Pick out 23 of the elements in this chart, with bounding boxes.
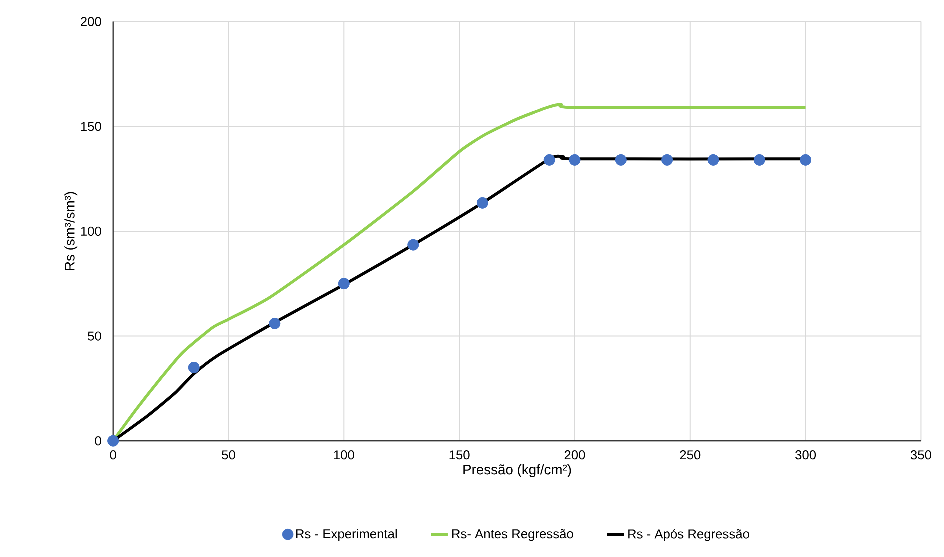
- x-tick-label: 300: [796, 450, 816, 460]
- x-tick-label: 50: [222, 450, 236, 460]
- x-tick-label: 350: [910, 450, 932, 460]
- x-tick-label: 250: [680, 450, 701, 460]
- y-tick-label: 100: [81, 226, 102, 236]
- y-tick-label: 0: [95, 436, 102, 446]
- x-tick-label: 200: [564, 450, 586, 460]
- legend-label: Rs- Antes Regressão: [452, 529, 574, 542]
- legend-label: Rs - Experimental: [296, 529, 397, 542]
- point: [188, 362, 200, 374]
- x-tick-label: 0: [110, 450, 116, 460]
- x-axis-title: Pressão (kgf/cm²): [464, 464, 572, 478]
- x-tick-label: 150: [450, 450, 470, 460]
- y-axis-title: Rs (sm³/sm³): [64, 192, 78, 270]
- point: [754, 154, 766, 166]
- point: [615, 154, 627, 166]
- x-tick-label: 100: [334, 450, 354, 460]
- point: [662, 154, 673, 166]
- y-tick-label: 200: [81, 17, 102, 26]
- legend-label: Rs - Após Regressão: [628, 529, 750, 542]
- point: [708, 154, 720, 166]
- y-tick-label: 150: [81, 122, 102, 132]
- y-tick-label: 50: [88, 332, 102, 341]
